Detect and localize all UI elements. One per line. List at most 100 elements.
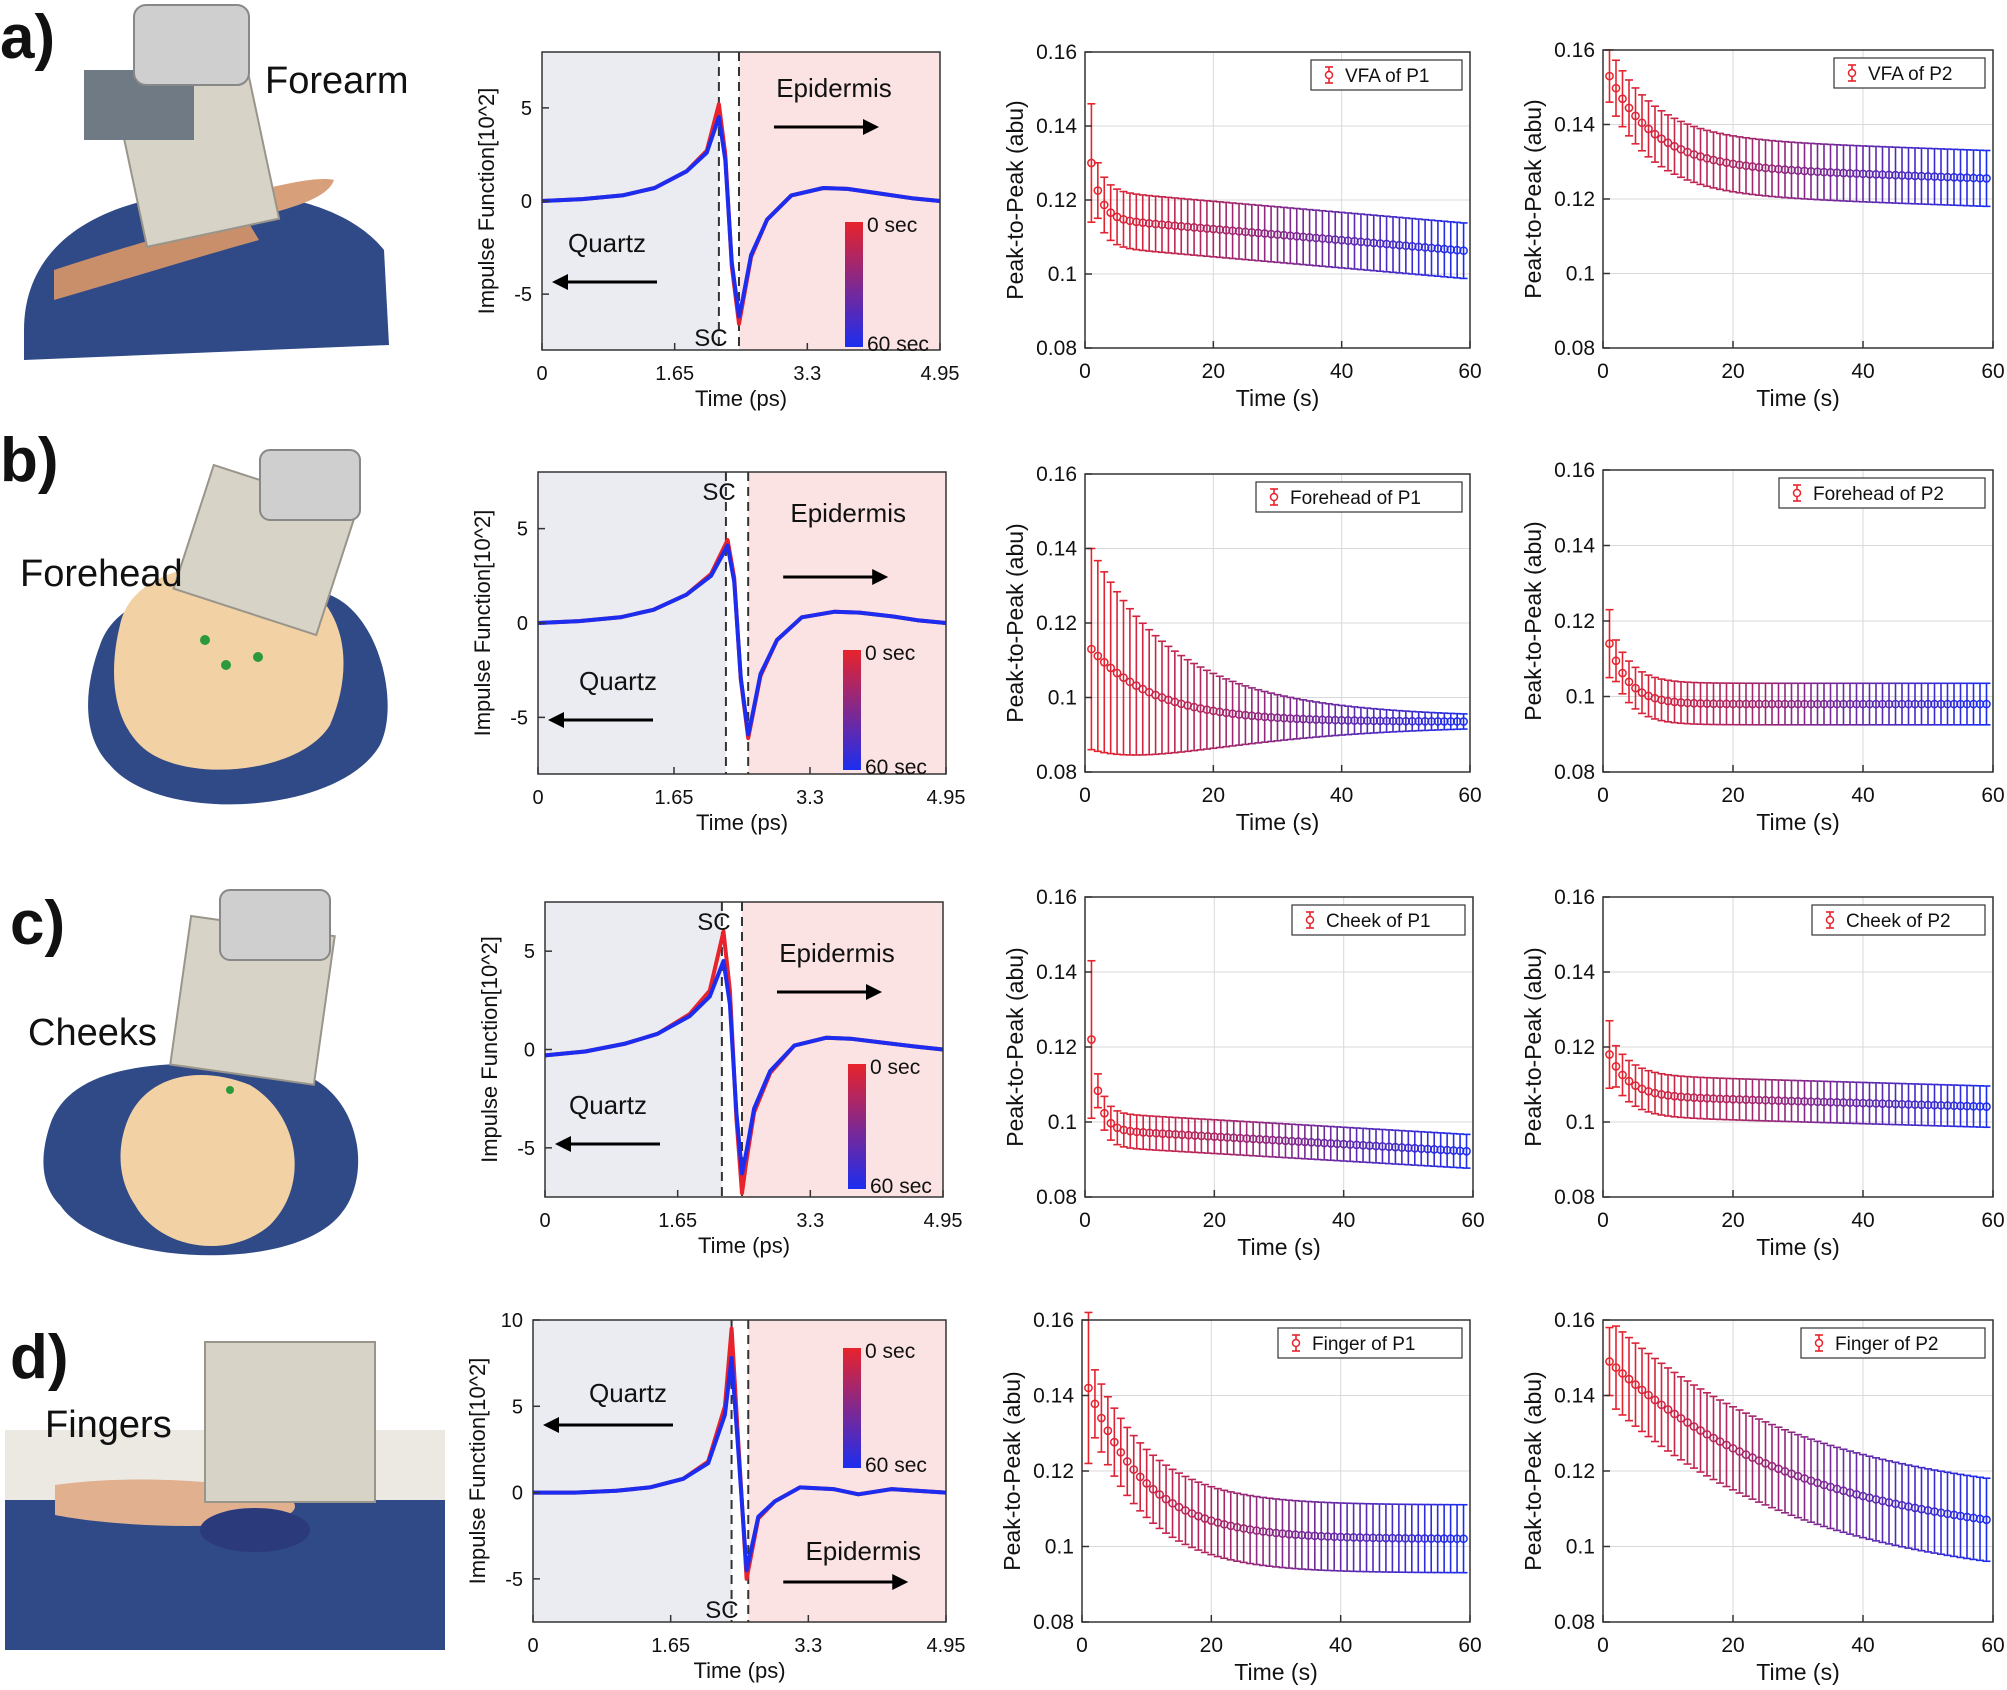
epidermis-arrow-head [862, 119, 879, 135]
x-axis-label: Time (s) [1756, 809, 1839, 835]
row-label-a: a) [0, 3, 56, 72]
data-point [1709, 1433, 1718, 1443]
y-tick-label: 0.16 [1554, 886, 1595, 909]
data-point [1183, 222, 1193, 232]
x-tick-label: 0 [1079, 1209, 1091, 1232]
scatter-chart-a-p1: 0 20 40 60 0.08 0.1 0.12 0.14 0.16 Time (s) Peak-t… [1002, 41, 1482, 411]
data-point [1395, 716, 1404, 726]
y-tick-label: 0.16 [1554, 1309, 1595, 1332]
x-tick-label: 20 [1200, 1634, 1223, 1657]
x-axis-label: Time (s) [1756, 1234, 1839, 1260]
data-point [1657, 134, 1666, 144]
y-tick-label: 0.1 [1048, 1111, 1077, 1134]
data-point [1722, 1440, 1731, 1450]
data-point [1196, 223, 1205, 233]
data-point [1109, 1437, 1119, 1447]
data-point [1462, 1146, 1471, 1156]
legend-label: VFA of P2 [1868, 64, 1953, 85]
data-point [1459, 717, 1468, 726]
quartz-region [533, 1320, 732, 1622]
photo-label-forehead: Forehead [20, 553, 183, 595]
data-point [1618, 668, 1627, 678]
data-point [1266, 229, 1276, 239]
y-tick-label: 0.1 [1045, 1536, 1074, 1559]
y-tick-label: 0.08 [1036, 761, 1077, 784]
legend-marker [1291, 1338, 1301, 1348]
data-point [1093, 186, 1103, 195]
data-point [1247, 711, 1257, 721]
x-tick-label: 40 [1332, 1209, 1355, 1232]
x-axis-label: Time (s) [1234, 1659, 1317, 1685]
data-point [1266, 712, 1276, 722]
colorbar-top-label: 0 sec [865, 642, 915, 665]
data-point [1605, 71, 1614, 81]
scatter-chart-c-p2: 0 20 40 60 0.08 0.1 0.12 0.14 0.16 Time (s) Peak-t… [1520, 886, 2005, 1260]
y-tick-label: 0.14 [1554, 114, 1595, 137]
y-tick-label: 10 [501, 1310, 523, 1332]
data-point [1135, 1472, 1145, 1482]
x-tick-label: 20 [1721, 1634, 1744, 1657]
x-tick-label: 60 [1458, 784, 1481, 807]
data-point [1401, 716, 1411, 726]
x-tick-label: 0 [1079, 360, 1091, 383]
series-line-60sec [533, 1356, 947, 1573]
data-point [1247, 228, 1257, 237]
data-point [1631, 683, 1640, 693]
x-tick-label: 0 [536, 363, 547, 385]
data-point [1657, 1400, 1666, 1410]
quartz-label: Quartz [579, 666, 657, 696]
y-axis-label: Peak-to-Peak (abu) [1520, 99, 1546, 298]
data-point [1253, 228, 1263, 238]
data-point [1420, 243, 1430, 252]
data-point [1696, 1426, 1705, 1435]
data-point [1618, 94, 1627, 104]
device-housing [204, 1341, 376, 1503]
data-point [1452, 245, 1462, 255]
y-tick-label: -5 [514, 284, 532, 306]
data-point [1292, 231, 1302, 241]
data-point [1129, 1465, 1139, 1474]
data-point [1097, 1413, 1106, 1423]
y-tick-label: 0.16 [1033, 1309, 1074, 1332]
forearm-photo [24, 4, 389, 360]
data-point [1702, 1429, 1712, 1439]
data-point [1116, 1447, 1126, 1457]
impulse-chart-b-impulse: 0 1.65 3.3 4.95 -5 0 5 Time (ps) Impulse Functio… [470, 471, 965, 835]
data-point [1459, 1534, 1468, 1544]
data-point [1605, 1050, 1614, 1059]
y-tick-label: 0.1 [1566, 1111, 1595, 1134]
x-tick-label: 3.3 [796, 1210, 824, 1232]
data-point [1624, 1076, 1634, 1086]
data-point [1318, 234, 1327, 243]
data-point [1343, 236, 1353, 246]
data-point [1106, 1118, 1116, 1128]
y-tick-label: 0.08 [1036, 1186, 1077, 1209]
data-point [1260, 229, 1270, 238]
x-axis-label: Time (ps) [695, 386, 787, 411]
y-tick-label: 0.14 [1036, 961, 1077, 984]
data-point [1683, 1418, 1692, 1427]
data-point [1689, 1422, 1699, 1431]
data-point [1279, 230, 1289, 240]
cheeks-photo [43, 889, 359, 1256]
y-axis-label: Impulse Function[10^2] [477, 936, 502, 1163]
x-tick-label: 40 [1329, 1634, 1352, 1657]
x-tick-label: 1.65 [658, 1210, 697, 1232]
y-tick-label: 0.12 [1554, 1036, 1595, 1059]
y-tick-label: 0.1 [1566, 263, 1595, 286]
x-tick-label: 0 [532, 787, 543, 809]
y-tick-label: 0.08 [1554, 337, 1595, 360]
impulse-chart-d-impulse: 0 1.65 3.3 4.95 -5 0 5 10 Time (ps) Impulse Funct… [465, 1310, 965, 1683]
x-tick-label: 0 [539, 1210, 550, 1232]
y-tick-label: 0.14 [1036, 115, 1077, 138]
y-axis-label: Peak-to-Peak (abu) [1002, 100, 1028, 299]
series-line-60sec [537, 543, 947, 737]
legend-box [1833, 57, 1986, 89]
x-tick-label: 0 [1597, 1209, 1609, 1232]
x-tick-label: 0 [1079, 784, 1091, 807]
colorbar [843, 650, 861, 770]
data-point [1401, 241, 1411, 251]
x-tick-label: 40 [1851, 1634, 1874, 1657]
data-point [1631, 1380, 1640, 1389]
data-point [1650, 1395, 1660, 1405]
